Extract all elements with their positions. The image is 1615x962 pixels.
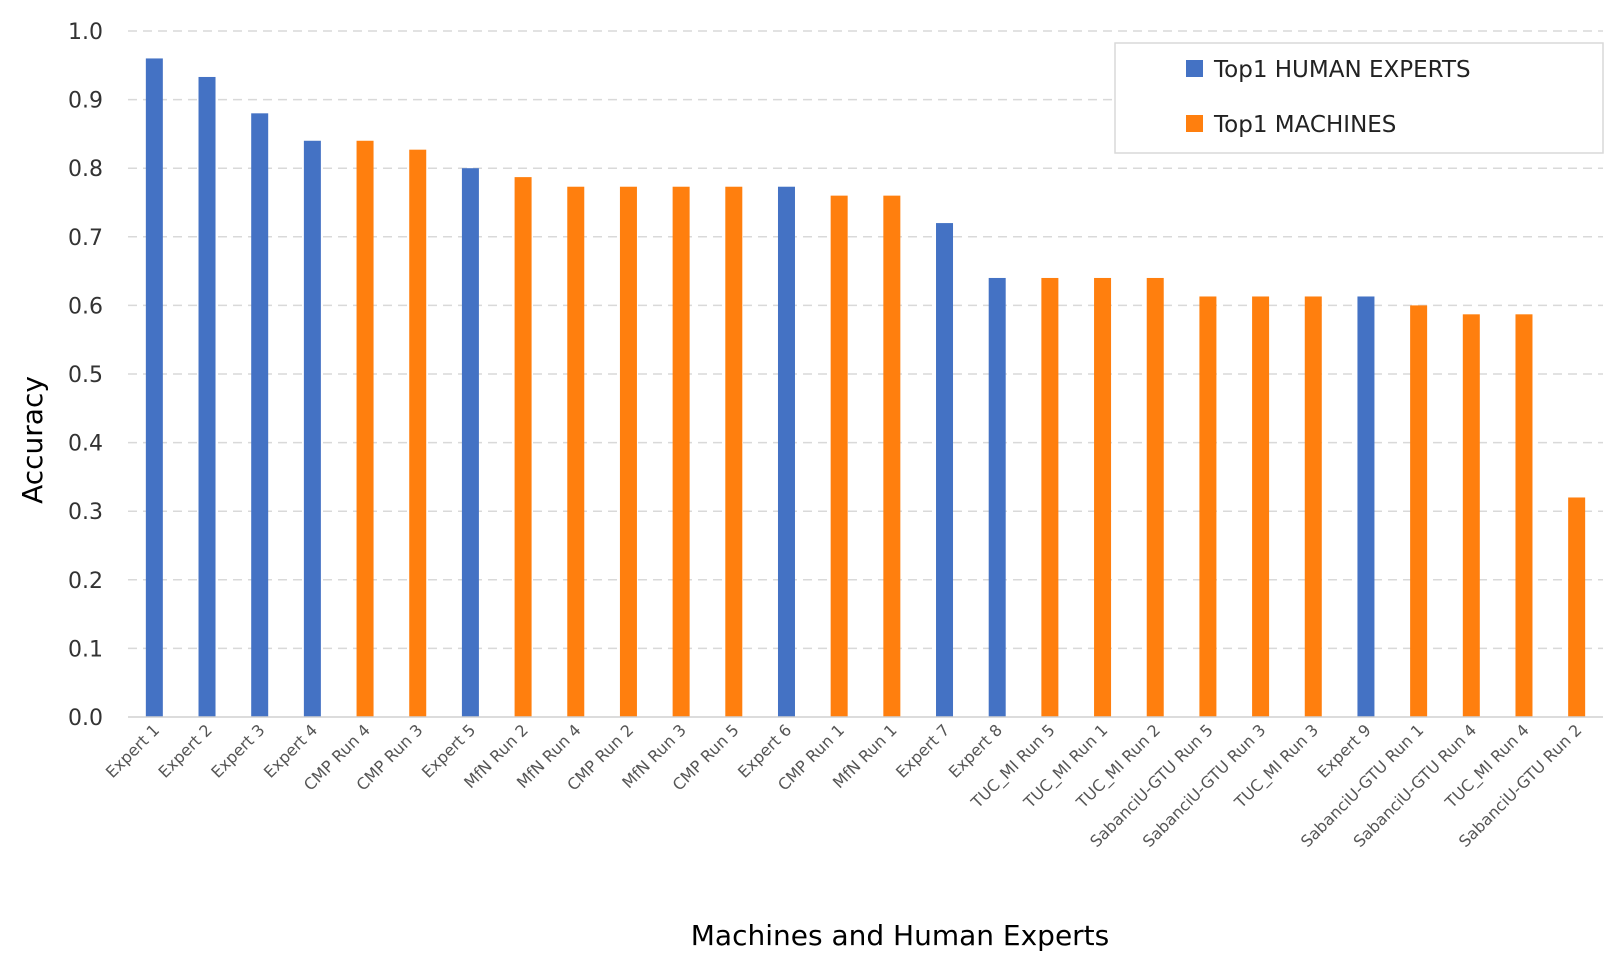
legend: Top1 HUMAN EXPERTS Top1 MACHINES — [1114, 42, 1604, 154]
bar-expert-6 — [777, 186, 795, 718]
bar-mfn-run-3 — [672, 186, 690, 718]
bars — [145, 58, 1586, 718]
gridlines — [128, 30, 1603, 650]
y-tick-label: 0.8 — [68, 157, 103, 182]
bar-cmp-run-2 — [619, 186, 637, 718]
bar-sabanciu-gtu-run-4 — [1462, 314, 1480, 717]
bar-cmp-run-1 — [830, 195, 848, 717]
bar-sabanciu-gtu-run-1 — [1410, 305, 1428, 717]
bar-tuc-mi-run-5 — [1041, 277, 1059, 717]
y-tick-label: 0.4 — [68, 432, 103, 457]
legend-swatch-machines — [1186, 115, 1203, 132]
y-tick-label: 1.0 — [68, 20, 103, 45]
y-tick-label: 0.0 — [68, 706, 103, 731]
bar-expert-2 — [198, 76, 216, 718]
x-category-label: Expert 7 — [892, 720, 953, 781]
bar-mfn-run-2 — [514, 177, 532, 718]
bar-cmp-run-5 — [725, 186, 743, 718]
x-axis-title: Machines and Human Experts — [691, 919, 1110, 952]
y-axis-ticks: 0.0 0.1 0.2 0.3 0.4 0.5 0.6 0.7 0.8 0.9 1.0 — [68, 20, 103, 731]
y-tick-label: 0.9 — [68, 89, 103, 114]
bar-expert-7 — [936, 223, 954, 717]
x-category-label: Expert 1 — [102, 720, 163, 781]
bar-expert-1 — [145, 58, 163, 717]
bar-sabanciu-gtu-run-3 — [1252, 296, 1270, 717]
legend-label-human-experts: Top1 HUMAN EXPERTS — [1213, 57, 1471, 83]
x-category-label: Expert 2 — [155, 720, 216, 781]
legend-label-machines: Top1 MACHINES — [1213, 112, 1396, 138]
bar-sabanciu-gtu-run-5 — [1199, 296, 1217, 717]
bar-cmp-run-3 — [409, 149, 427, 718]
bar-expert-8 — [988, 277, 1006, 717]
bar-mfn-run-4 — [567, 186, 585, 718]
legend-swatch-human-experts — [1186, 60, 1203, 77]
bar-expert-5 — [461, 168, 479, 717]
x-category-label: Expert 3 — [207, 720, 268, 781]
bar-tuc-mi-run-1 — [1094, 277, 1112, 717]
y-tick-label: 0.7 — [68, 226, 103, 251]
bar-expert-4 — [303, 140, 321, 717]
y-tick-label: 0.6 — [68, 294, 103, 319]
bar-expert-9 — [1357, 296, 1375, 717]
bar-expert-3 — [251, 113, 269, 717]
bar-tuc-mi-run-2 — [1146, 277, 1164, 717]
y-axis-title: Accuracy — [16, 376, 49, 504]
y-tick-label: 0.3 — [68, 500, 103, 525]
bar-sabanciu-gtu-run-2 — [1568, 497, 1586, 717]
y-tick-label: 0.2 — [68, 569, 103, 594]
y-tick-label: 0.5 — [68, 363, 103, 388]
bar-tuc-mi-run-3 — [1304, 296, 1322, 717]
bar-tuc-mi-run-4 — [1515, 314, 1533, 717]
y-tick-label: 0.1 — [68, 637, 103, 662]
bar-cmp-run-4 — [356, 140, 374, 717]
bar-mfn-run-1 — [883, 195, 901, 717]
